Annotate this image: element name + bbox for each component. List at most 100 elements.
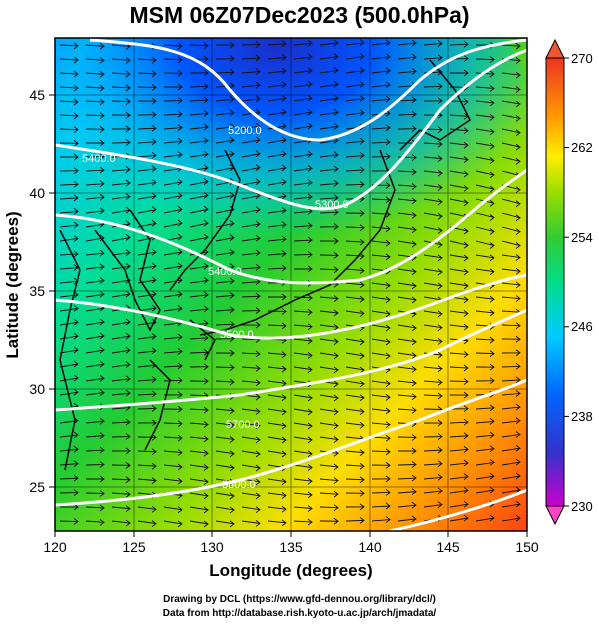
wind-arrow (293, 164, 313, 172)
wind-arrow (111, 193, 131, 200)
wind-arrow (137, 97, 157, 105)
wind-arrow (111, 462, 131, 469)
wind-arrow (215, 150, 235, 158)
wind-arrow (449, 156, 469, 164)
wind-arrow (475, 254, 495, 262)
wind-arrow (59, 518, 79, 525)
wind-arrow (319, 251, 339, 259)
wind-arrow (85, 56, 105, 64)
wind-arrow (293, 236, 313, 244)
wind-arrow (241, 292, 261, 300)
wind-arrow (111, 139, 131, 146)
wind-arrow (267, 108, 287, 116)
wind-arrow (85, 374, 105, 382)
wind-arrow (475, 486, 495, 494)
wind-arrow (241, 234, 261, 242)
wind-arrow (189, 192, 209, 200)
wind-arrow (215, 464, 235, 472)
wind-arrow (85, 490, 105, 497)
wind-arrow (137, 151, 157, 159)
wind-arrow (59, 318, 79, 326)
wind-arrow (319, 323, 339, 331)
wind-arrow (293, 505, 313, 512)
wind-arrow (345, 267, 365, 274)
wind-arrow (241, 178, 261, 186)
wind-arrow (319, 504, 339, 512)
wind-arrow (371, 296, 391, 304)
wind-arrow (397, 474, 417, 482)
wind-arrow (189, 520, 209, 528)
wind-arrow (475, 240, 495, 249)
wind-arrow (475, 226, 495, 235)
wind-arrow (163, 463, 183, 471)
wind-arrow (85, 446, 105, 454)
wind-arrow (397, 110, 417, 118)
wind-arrow (111, 249, 131, 256)
wind-arrow (397, 168, 417, 176)
wind-arrow (501, 42, 521, 50)
wind-arrow (241, 81, 261, 89)
wind-arrow (475, 514, 495, 522)
wind-arrow (241, 464, 261, 472)
wind-arrow (345, 380, 365, 388)
contour-label-5600: 5500.0 (220, 329, 254, 341)
wind-arrow (59, 374, 79, 382)
wind-arrow (371, 81, 391, 89)
wind-arrow (215, 136, 235, 144)
wind-arrow (137, 462, 157, 470)
wind-arrow (215, 364, 235, 371)
wind-arrow (111, 389, 131, 397)
wind-arrow (423, 198, 443, 206)
colorbar-tick-label: 262 (571, 140, 593, 155)
wind-arrow (59, 346, 79, 354)
wind-arrow (215, 421, 235, 429)
contour-label-5800: 5800.0 (222, 479, 256, 491)
wind-arrow (163, 137, 183, 145)
x-tick-label: 130 (200, 539, 224, 555)
wind-arrow (267, 178, 287, 186)
wind-arrow (475, 142, 495, 150)
wind-arrow (215, 41, 235, 49)
wind-arrow (59, 264, 79, 271)
wind-arrow (163, 110, 183, 118)
x-tick-label: 135 (279, 539, 303, 555)
wind-arrow (501, 322, 521, 330)
wind-arrow (59, 112, 79, 120)
wind-arrow (371, 53, 391, 61)
wind-arrow (475, 56, 495, 63)
wind-arrow (475, 114, 495, 121)
wind-arrow (59, 235, 79, 242)
wind-arrow (215, 95, 235, 103)
wind-arrow (163, 56, 183, 64)
wind-arrow (267, 422, 287, 430)
wind-arrow (423, 226, 443, 234)
wind-arrow (319, 194, 339, 202)
wind-arrow (345, 252, 365, 260)
wind-arrow (267, 250, 287, 257)
wind-arrow (319, 422, 339, 430)
wind-arrow (501, 114, 521, 122)
wind-arrow (137, 262, 157, 270)
wind-arrow (137, 219, 157, 228)
wind-arrow (293, 394, 313, 402)
wind-arrow (423, 338, 443, 345)
wind-arrow (423, 419, 443, 427)
wind-arrow (241, 206, 261, 214)
wind-arrow (267, 322, 287, 330)
wind-arrow (475, 431, 495, 439)
wind-arrow (189, 464, 209, 471)
wind-arrow (241, 68, 261, 75)
colorbar-tick-label: 238 (571, 409, 593, 424)
wind-arrow (345, 238, 365, 246)
wind-arrow (319, 180, 339, 187)
wind-arrow (293, 308, 313, 316)
wind-arrow (189, 363, 209, 371)
wind-arrow (59, 153, 79, 161)
wind-arrow (345, 421, 365, 429)
wind-arrow (85, 249, 105, 257)
wind-arrow (293, 179, 313, 186)
wind-arrow (501, 71, 521, 79)
wind-arrow (163, 362, 183, 370)
wind-arrow (59, 388, 79, 396)
